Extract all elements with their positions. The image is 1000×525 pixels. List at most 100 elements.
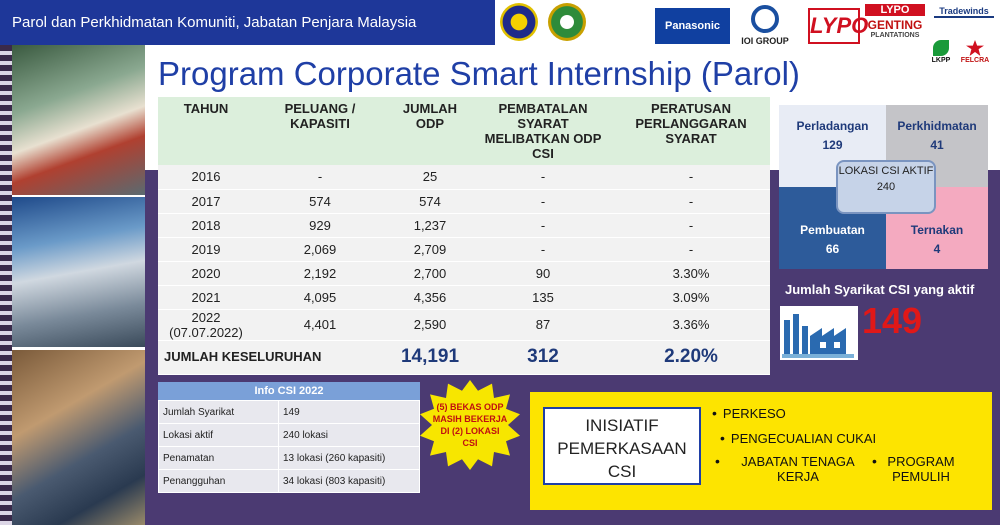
col-header-tahun: TAHUN [158, 97, 254, 165]
cell-peluang: 4,401 [254, 309, 386, 341]
lypo-small-label: LYPO [865, 4, 925, 16]
total-odp: 14,191 [386, 340, 474, 375]
info-key: Jumlah Syarikat [158, 400, 279, 424]
lkpp-label: LKPP [931, 57, 951, 64]
info-value: 240 lokasi [278, 423, 420, 447]
ioi-logo: IOI GROUP [735, 5, 795, 46]
info-value: 13 lokasi (260 kapasiti) [278, 446, 420, 470]
cell-pembatalan: 135 [474, 285, 612, 310]
table-header-row: TAHUN PELUANG / KAPASITI JUMLAH ODP PEMB… [158, 97, 770, 165]
sector-value: 41 [930, 138, 944, 152]
initiative-label: PROGRAM PEMULIH [887, 454, 955, 484]
sector-value: 4 [933, 242, 941, 256]
sector-label: Perkhidmatan [897, 119, 977, 133]
bullet-icon: • [715, 453, 720, 469]
cell-odp: 2,700 [386, 261, 474, 286]
factory-icon [780, 306, 858, 360]
bullet-icon: • [720, 430, 725, 446]
initiative-title: INISIATIF PEMERKASAAN CSI [543, 407, 701, 485]
initiative-item: • PERKESO [712, 405, 786, 422]
cell-year: 2021 [158, 285, 254, 310]
cell-pembatalan: 87 [474, 309, 612, 341]
table-row: 2019 2,069 2,709- - [158, 237, 770, 262]
cell-pembatalan: - [474, 213, 612, 238]
cell-peratusan: 3.09% [612, 285, 770, 310]
cell-pembatalan: - [474, 189, 612, 214]
cell-year: 2016 [158, 165, 254, 190]
col-header-odp: JUMLAH ODP [386, 97, 474, 165]
cell-peratusan: 3.36% [612, 309, 770, 341]
lypo-logo: LYPO [808, 8, 868, 44]
cell-odp: 2,590 [386, 309, 474, 341]
cell-peratusan: - [612, 165, 770, 190]
initiative-label: PENGECUALIAN CUKAI [730, 431, 877, 446]
info-row: Jumlah Syarikat 149 [158, 400, 420, 424]
page-title: Program Corporate Smart Internship (Paro… [158, 55, 800, 92]
ioi-ring-icon [751, 5, 779, 33]
initiative-item: • PROGRAM PEMULIH [872, 454, 966, 485]
felcra-logo: FELCRA [960, 40, 990, 64]
lkpp-logo: LKPP [928, 40, 954, 64]
initiative-label: PERKESO [722, 406, 786, 421]
info-title: Info CSI 2022 [158, 382, 420, 400]
sector-quadrant: Perladangan 129 Perkhidmatan 41 Pembuatan 6… [779, 105, 988, 269]
cell-odp: 2,709 [386, 237, 474, 262]
initiative-label: JABATAN TENAGA KERJA [741, 454, 855, 484]
total-peratusan: 2.20% [612, 340, 770, 375]
sector-label: Ternakan [910, 223, 964, 237]
table-row: 2017 574 574- - [158, 189, 770, 214]
cell-peluang: 2,192 [254, 261, 386, 286]
cell-pembatalan: 90 [474, 261, 612, 286]
cell-peluang: 929 [254, 213, 386, 238]
total-label: JUMLAH KESELURUHAN [158, 340, 386, 375]
info-key: Lokasi aktif [158, 423, 279, 447]
info-row: Lokasi aktif 240 lokasi [158, 423, 420, 447]
panasonic-logo: Panasonic [655, 8, 730, 44]
cell-odp: 1,237 [386, 213, 474, 238]
active-companies-value: 149 [862, 300, 923, 341]
table-row: 2016-25- - [158, 165, 770, 190]
film-strip [0, 45, 12, 525]
genting-logo: LYPO GENTING PLANTATIONS [865, 4, 925, 39]
info-value: 149 [278, 400, 420, 424]
cell-odp: 4,356 [386, 285, 474, 310]
cell-year: 2020 [158, 261, 254, 286]
sector-value: 129 [822, 138, 843, 152]
table-total-row: JUMLAH KESELURUHAN 14,191 312 2.20% [158, 340, 770, 375]
cell-peratusan: 3.30% [612, 261, 770, 286]
cell-year: 2019 [158, 237, 254, 262]
info-table: Jumlah Syarikat 149 Lokasi aktif 240 lokas… [158, 400, 420, 493]
ioi-label: IOI GROUP [741, 36, 789, 46]
cell-odp: 25 [386, 165, 474, 190]
cell-pembatalan: - [474, 237, 612, 262]
cell-peluang: 2,069 [254, 237, 386, 262]
col-header-peluang: PELUANG / KAPASITI [254, 97, 386, 165]
genting-sub-label: PLANTATIONS [870, 32, 920, 39]
felcra-label: FELCRA [960, 57, 990, 64]
leaf-icon [933, 40, 949, 56]
initiative-item: • PENGECUALIAN CUKAI [720, 430, 877, 447]
sector-value: 66 [825, 242, 840, 256]
photo-warehouse [12, 350, 145, 525]
col-header-pembatalan: PEMBATALAN SYARAT MELIBATKAN ODP CSI [474, 97, 612, 165]
info-key: Penangguhan [158, 469, 279, 493]
center-value: 240 [876, 181, 896, 193]
col-header-peratusan: PERATUSAN PERLANGGARAN SYARAT [612, 97, 770, 165]
info-csi-box: Info CSI 2022 Jumlah Syarikat 149 Lokasi … [158, 382, 420, 493]
cell-pembatalan: - [474, 165, 612, 190]
sector-label: Perladangan [796, 119, 869, 133]
prison-emblem-icon [500, 3, 538, 41]
cell-peluang: 4,095 [254, 285, 386, 310]
active-companies-label: Jumlah Syarikat CSI yang aktif [785, 282, 975, 297]
genting-label: GENTING [867, 18, 923, 32]
info-row: Penangguhan 34 lokasi (803 kapasiti) [158, 469, 420, 493]
photo-kitchen [12, 45, 145, 195]
starburst-text: (5) BEKAS ODP MASIH BEKERJA DI (2) LOKAS… [432, 402, 508, 448]
cell-peratusan: - [612, 237, 770, 262]
cell-peratusan: - [612, 213, 770, 238]
star-icon [966, 40, 984, 56]
org-name: Parol dan Perkhidmatan Komuniti, Jabatan… [12, 14, 417, 31]
sector-label: Pembuatan [800, 223, 865, 237]
header-bar: Parol dan Perkhidmatan Komuniti, Jabatan… [0, 0, 495, 45]
bullet-icon: • [712, 405, 717, 421]
